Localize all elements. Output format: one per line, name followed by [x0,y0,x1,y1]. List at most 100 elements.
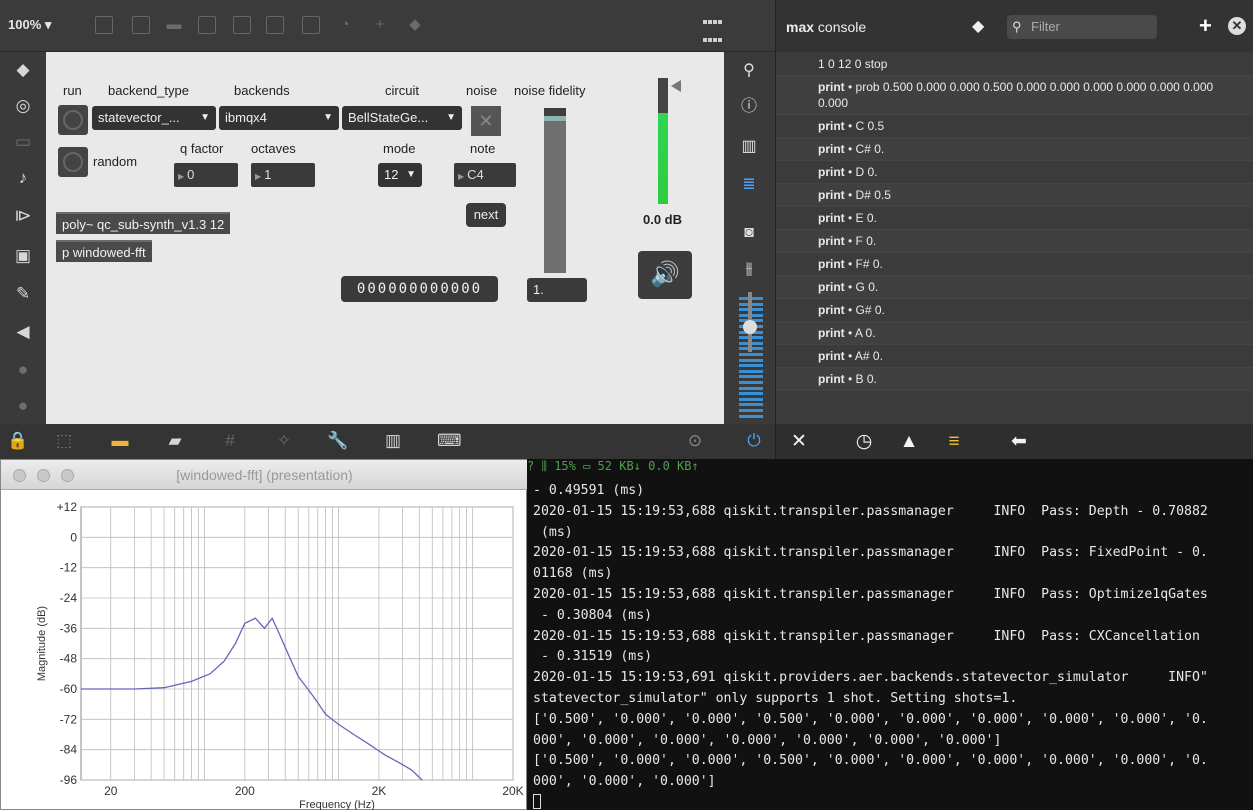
console-row[interactable]: print • E 0. [776,207,1253,230]
presentation-mode-icon[interactable]: ▬ [111,431,129,450]
slider-object-icon[interactable] [302,16,320,34]
mode-menu[interactable]: 12 ▼ [378,163,422,187]
spectrum-line [81,616,423,781]
gain-pointer-icon[interactable] [671,80,681,92]
close-icon[interactable]: ✕ [1228,17,1246,35]
pin-icon[interactable]: ◆ [972,18,985,35]
backends-menu[interactable]: ibmqx4 ▼ [219,106,339,130]
noise-toggle[interactable]: ✕ [471,106,501,136]
q-factor-number[interactable]: 0 [174,163,238,187]
run-toggle[interactable] [58,105,88,135]
image-icon[interactable]: ▣ [14,246,32,265]
mixer-icon[interactable]: ⫵ [745,260,753,277]
warning-icon[interactable]: ▲ [899,431,919,452]
console-row[interactable]: print • D 0. [776,161,1253,184]
paint-icon[interactable]: ◆ [409,16,421,33]
grid-icon[interactable] [703,12,727,78]
zoom-menu[interactable]: 100% ▾ [8,17,52,32]
terminal-status-bar: ? ⫼ 15% ▭ 52 KB↓ 0.0 KB↑ [527,459,699,473]
terminal-line: - 0.30804 (ms) [533,607,653,623]
info-icon[interactable]: ⓘ [740,98,757,115]
new-object-icon[interactable] [95,16,113,34]
plug-icon[interactable]: ◀ [16,322,30,341]
filter-placeholder: Filter [1031,19,1060,34]
snap-icon[interactable]: ✧ [276,431,292,450]
vu-segment [739,403,763,407]
lock-icon[interactable]: 🔒 [7,431,29,450]
toggle-icon[interactable] [198,16,216,34]
add-icon[interactable]: + [375,16,385,33]
search-icon[interactable]: ⚲ [743,62,755,79]
play-object-icon[interactable] [266,16,284,34]
transport-play-icon[interactable]: ⊙ [687,431,703,450]
dial-icon[interactable]: ◔ [340,16,350,33]
columns-icon[interactable]: ▥ [741,138,757,155]
wrench-icon[interactable]: 🔧 [327,431,349,450]
patcher-toolbar: 100% ▾ ▬ ◔ + ◆ [0,0,775,78]
layers-icon[interactable]: ▰ [168,431,182,450]
console-row[interactable]: print • D# 0.5 [776,184,1253,207]
back-arrow-icon[interactable]: ⬅ [1011,431,1027,452]
console-row[interactable]: print • B 0. [776,368,1253,391]
comment-icon[interactable]: ▬ [166,16,182,33]
octaves-number[interactable]: 1 [251,163,315,187]
noise-fidelity-slider[interactable] [544,108,566,273]
button-object-icon[interactable] [233,16,251,34]
backend-type-menu[interactable]: statevector_... ▼ [92,106,216,130]
presentation-icon[interactable]: ⬚ [55,431,73,450]
next-button[interactable]: next [466,203,506,227]
console-row[interactable]: print • G# 0. [776,299,1253,322]
speaker-icon[interactable]: 🔊 [638,251,692,299]
audio-power-icon[interactable]: ⏻ [747,431,761,450]
message-icon[interactable] [132,16,150,34]
console-row[interactable]: print • C 0.5 [776,115,1253,138]
vu-segment [739,375,763,379]
console-row[interactable]: print • G 0. [776,276,1253,299]
window-minimize-button[interactable] [37,469,50,482]
beap-icon[interactable]: ● [17,396,29,415]
poly-object[interactable]: poly~ qc_sub-synth_v1.3 12 [56,212,231,234]
console-message-list[interactable]: 1 0 12 0 stop print • prob 0.500 0.000 0.… [776,40,1253,424]
piano-icon[interactable]: ▥ [384,431,402,450]
snapshot-icon[interactable]: ◙ [744,224,754,241]
clock-icon[interactable]: ◷ [855,431,873,452]
browser-icon[interactable]: ◎ [15,96,31,115]
console-row[interactable]: print • F 0. [776,230,1253,253]
backends-label: backends [234,83,290,98]
film-icon[interactable]: ▭ [14,132,32,151]
vu-segment [739,353,763,356]
terminal-window[interactable]: ? ⫼ 15% ▭ 52 KB↓ 0.0 KB↑ - 0.49591 (ms) 2… [527,459,1253,810]
keyboard-icon[interactable]: ⌨ [437,431,462,450]
patch-canvas[interactable]: run backend_type backends circuit noise … [46,52,724,424]
window-close-button[interactable] [13,469,26,482]
console-title-rest: console [814,19,867,35]
console-list-icon[interactable]: ≣ [742,176,756,193]
console-row[interactable]: print • C# 0. [776,138,1253,161]
slider-knob[interactable] [544,116,566,122]
windowed-fft-object[interactable]: p windowed-fft [56,240,152,262]
console-row[interactable]: 1 0 12 0 stop [776,40,1253,76]
console-row[interactable]: print • A 0. [776,322,1253,345]
package-icon[interactable]: ◆ [16,60,30,79]
add-icon[interactable]: + [1199,13,1212,38]
x-tick-label: 20K [502,784,523,798]
noise-fidelity-number[interactable]: 1. [527,278,587,302]
track-icon[interactable]: ⧐ [14,206,32,225]
grid-snap-icon[interactable]: # [225,431,235,450]
vizzie-icon[interactable]: ● [17,360,29,379]
music-note-icon[interactable]: ♪ [18,168,28,187]
y-tick-label: -96 [60,773,78,787]
paperclip-icon[interactable]: ✎ [15,284,31,303]
console-row[interactable]: print • A# 0. [776,345,1253,368]
window-zoom-button[interactable] [61,469,74,482]
note-number[interactable]: C4 [454,163,516,187]
console-row[interactable]: print • prob 0.500 0.000 0.000 0.500 0.0… [776,76,1253,115]
clear-icon[interactable]: ✕ [791,431,807,452]
circuit-menu[interactable]: BellStateGe... ▼ [342,106,462,130]
console-title: max console [786,19,866,35]
output-gain-knob[interactable] [743,320,757,334]
console-row[interactable]: print • F# 0. [776,253,1253,276]
filter-input[interactable]: ⚲ Filter [1007,15,1157,39]
random-toggle[interactable] [58,147,88,177]
filter-list-icon[interactable]: ≡ [948,431,960,452]
